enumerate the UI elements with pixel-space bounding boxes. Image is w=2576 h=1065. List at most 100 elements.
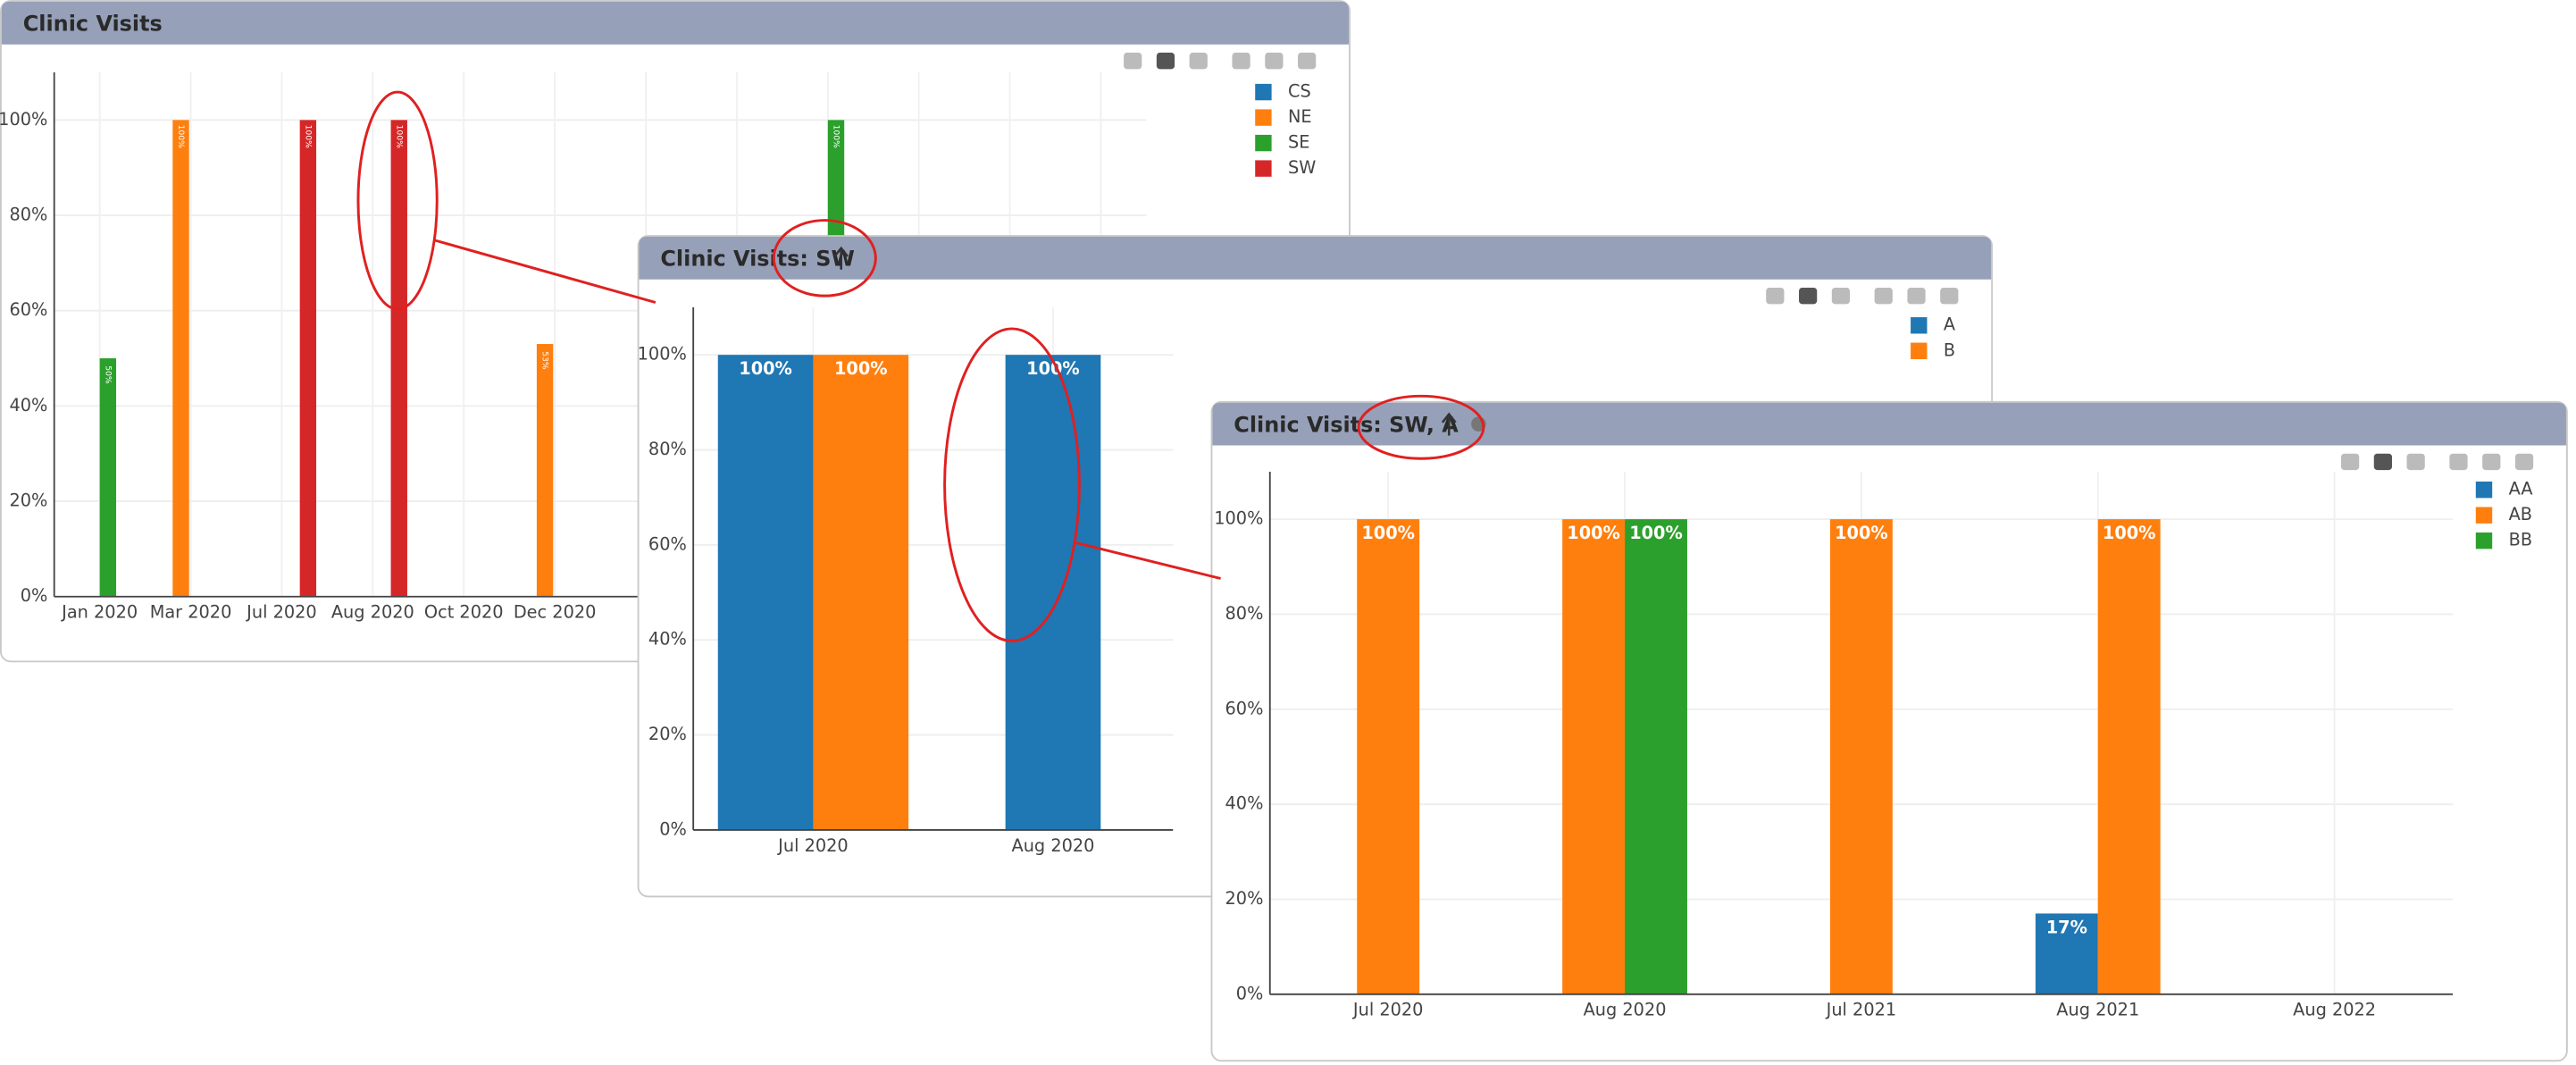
data-label: 100% xyxy=(1835,523,1888,543)
toolbar-camera-icon[interactable] xyxy=(1766,287,1785,305)
data-label: 53% xyxy=(540,351,550,370)
data-label: 100% xyxy=(1629,523,1683,543)
legend-label: NE xyxy=(1288,106,1312,127)
x-tick-label: Aug 2021 xyxy=(2056,1000,2139,1020)
legend-swatch xyxy=(1255,160,1272,177)
x-tick-label: Oct 2020 xyxy=(424,602,504,623)
toolbar-pan-icon[interactable] xyxy=(1189,52,1208,70)
chart-panel: Clinic Visits: SW, A 0% 20% 40% 60% 80% 100% Ju… xyxy=(1210,400,2568,1062)
y-tick-label: 20% xyxy=(9,491,47,511)
y-tick-label: 80% xyxy=(1225,603,1264,624)
annotations xyxy=(356,90,1485,642)
y-tick-label: 40% xyxy=(9,395,47,415)
highlight-ellipse xyxy=(356,90,439,311)
x-tick-label: Jul 2021 xyxy=(1826,1000,1897,1020)
legend-swatch xyxy=(1255,134,1272,152)
toolbar-home-icon[interactable] xyxy=(1298,52,1317,70)
toolbar-pan-icon[interactable] xyxy=(2406,453,2425,471)
x-tick-label: Aug 2022 xyxy=(2293,1000,2376,1020)
bar xyxy=(390,120,407,597)
y-tick-label: 60% xyxy=(1225,698,1264,718)
data-label: 100% xyxy=(1026,358,1080,379)
legend-swatch xyxy=(2475,481,2493,499)
bar xyxy=(99,358,117,597)
legend-swatch xyxy=(1255,109,1272,126)
data-label: 100% xyxy=(739,358,792,379)
legend-label: SW xyxy=(1288,157,1316,178)
panel-header xyxy=(1212,402,2566,446)
toolbar-zoom-icon[interactable] xyxy=(2373,453,2392,471)
toolbar-zoom-out-icon[interactable] xyxy=(1265,52,1284,70)
data-label: 100% xyxy=(303,125,313,149)
y-tick-label: 20% xyxy=(648,724,687,744)
y-tick-label: 80% xyxy=(648,439,687,459)
toolbar-home-icon[interactable] xyxy=(2514,453,2534,471)
legend-label: CS xyxy=(1288,81,1311,102)
toolbar-home-icon[interactable] xyxy=(1940,287,1959,305)
data-label: 17% xyxy=(2046,918,2087,938)
bar xyxy=(2097,519,2161,994)
y-tick-label: 40% xyxy=(648,629,687,650)
drill-up-icon[interactable] xyxy=(1441,412,1457,436)
legend-label: BB xyxy=(2509,530,2532,550)
legend-label: A xyxy=(1944,314,1956,335)
highlight-ellipse xyxy=(1357,394,1485,460)
panel-title: Clinic Visits: SW, A xyxy=(1234,412,1459,437)
toolbar-camera-icon[interactable] xyxy=(1124,52,1142,70)
y-tick-label: 0% xyxy=(1236,983,1264,1003)
bar xyxy=(172,120,189,597)
y-tick-label: 100% xyxy=(0,109,47,130)
bar xyxy=(1829,519,1893,994)
y-tick-label: 40% xyxy=(1225,793,1264,814)
toolbar-zoom-out-icon[interactable] xyxy=(1907,287,1926,305)
y-tick-label: 100% xyxy=(1214,508,1263,529)
x-tick-label: Aug 2020 xyxy=(1012,835,1095,856)
panel-header xyxy=(639,236,1992,280)
data-label: 50% xyxy=(103,365,113,384)
highlight-ellipse xyxy=(772,219,877,298)
data-label: 100% xyxy=(394,125,404,149)
x-tick-label: Aug 2020 xyxy=(331,602,414,623)
x-tick-label: Mar 2020 xyxy=(150,602,232,623)
connector-line xyxy=(433,239,657,304)
x-tick-label: Jul 2020 xyxy=(246,602,317,623)
y-tick-label: 0% xyxy=(21,585,48,606)
bar xyxy=(299,120,317,597)
toolbar-zoom-in-icon[interactable] xyxy=(1232,52,1250,70)
legend-swatch xyxy=(1911,317,1928,334)
connector-line xyxy=(1074,541,1221,580)
bar xyxy=(1562,519,1626,994)
legend-label: B xyxy=(1944,340,1955,360)
bar xyxy=(813,355,909,830)
bar xyxy=(1357,519,1420,994)
bar xyxy=(536,344,554,597)
legend-label: SE xyxy=(1288,132,1309,153)
toolbar-zoom-icon[interactable] xyxy=(1799,287,1818,305)
legend-swatch xyxy=(1911,342,1928,359)
x-tick-label: Jul 2020 xyxy=(1352,1000,1424,1020)
x-tick-label: Jan 2020 xyxy=(61,602,138,623)
bar xyxy=(1005,355,1101,830)
toolbar-zoom-in-icon[interactable] xyxy=(2449,453,2468,471)
toolbar-zoom-in-icon[interactable] xyxy=(1874,287,1893,305)
legend-label: AB xyxy=(2509,504,2532,524)
y-tick-label: 80% xyxy=(9,205,47,225)
bar xyxy=(1625,519,1687,994)
data-label: 100% xyxy=(832,125,841,149)
toolbar-camera-icon[interactable] xyxy=(2340,453,2360,471)
legend-swatch xyxy=(2475,532,2493,549)
bar xyxy=(2035,913,2098,994)
legend-swatch xyxy=(2475,507,2493,524)
toolbar-pan-icon[interactable] xyxy=(1831,287,1851,305)
legend-label: AA xyxy=(2509,479,2534,499)
legend-swatch xyxy=(1255,83,1272,101)
bar xyxy=(717,355,814,830)
toolbar-zoom-out-icon[interactable] xyxy=(2482,453,2501,471)
toolbar-zoom-icon[interactable] xyxy=(1156,52,1175,70)
data-label: 100% xyxy=(834,358,888,379)
drill-up-icon[interactable] xyxy=(833,246,849,270)
data-label: 100% xyxy=(2103,523,2156,543)
y-tick-label: 20% xyxy=(1225,888,1264,909)
x-tick-label: Dec 2020 xyxy=(514,602,597,623)
